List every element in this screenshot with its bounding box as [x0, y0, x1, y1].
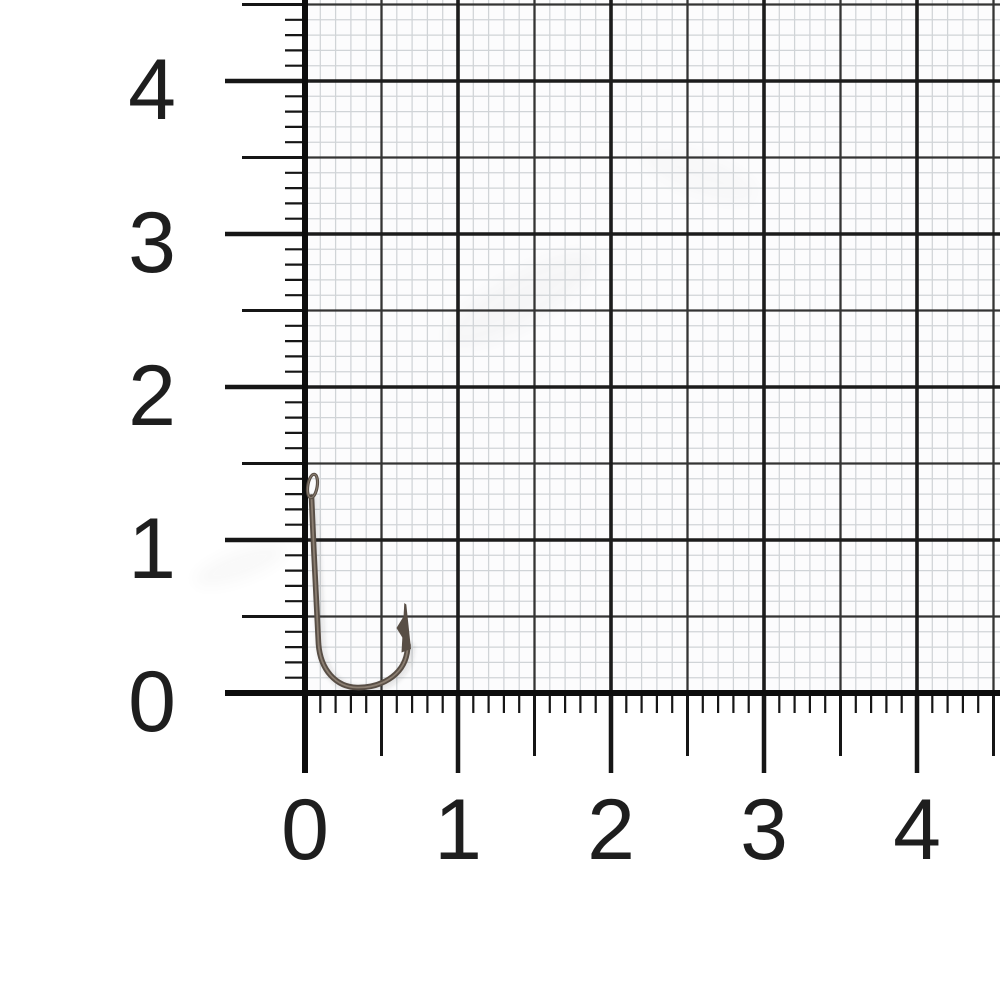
hook-barb [396, 616, 405, 641]
y-axis-label: 4 [128, 42, 176, 138]
y-axis-label: 1 [128, 501, 176, 597]
paper-smudge [190, 535, 290, 594]
ruler-ticks [225, 3, 995, 773]
y-axis-label: 2 [128, 348, 176, 444]
y-axis-label: 3 [128, 195, 176, 291]
x-axis-label: 2 [587, 782, 635, 878]
hook-wire-highlight [310, 496, 409, 689]
mm-grid-lines [305, 0, 1000, 693]
hook-point [401, 603, 411, 653]
cm-grid-lines [305, 0, 1000, 693]
y-axis-label: 0 [128, 654, 176, 750]
x-axis-label: 3 [740, 782, 788, 878]
fishing-hook [305, 472, 415, 694]
graph-paper-sheet [305, 0, 1000, 693]
x-axis-label: 1 [434, 782, 482, 878]
x-axis-label: 4 [893, 782, 941, 878]
hook-eye-highlight [306, 473, 319, 499]
half-cm-grid-lines [305, 0, 1000, 693]
x-axis-label: 0 [281, 782, 329, 878]
